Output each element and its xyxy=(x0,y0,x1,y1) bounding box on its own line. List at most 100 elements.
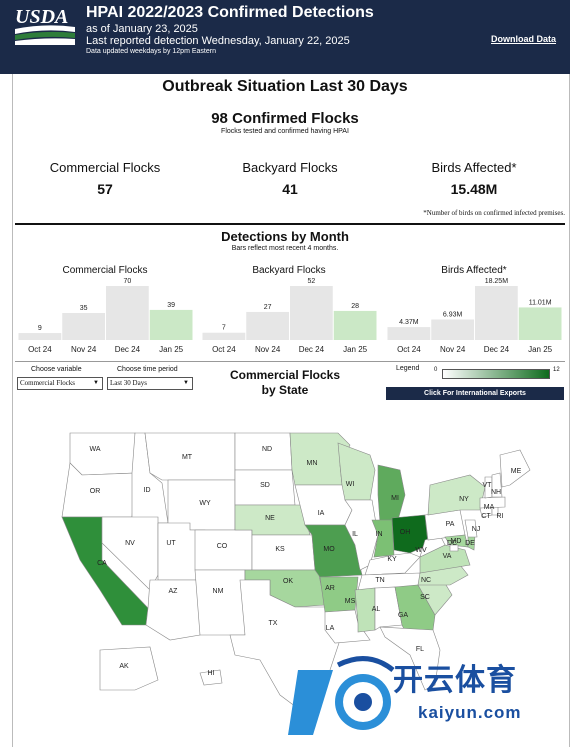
kpi-birds-value: 15.48M xyxy=(450,181,498,197)
state-label-ak: AK xyxy=(119,663,129,670)
state-fl[interactable] xyxy=(379,626,441,691)
state-label-sd: SD xyxy=(260,482,270,489)
state-label-me: ME xyxy=(511,468,522,475)
state-label-ri: RI xyxy=(497,513,504,520)
map-title-line2: by State xyxy=(261,383,309,397)
chart-category-label: Dec 24 xyxy=(299,345,325,354)
state-label-mo: MO xyxy=(323,546,335,553)
state-label-pa: PA xyxy=(446,521,455,528)
variable-label: Choose variable xyxy=(31,366,82,373)
map-title-line1: Commercial Flocks xyxy=(229,368,341,382)
state-label-in: IN xyxy=(376,531,383,538)
chart-birds-svg: 4.37M Oct 24 6.93M Nov 24 18.25M Dec 24 11.01M… xyxy=(387,278,562,354)
kpi-birds-label: Birds Affected* xyxy=(431,160,517,175)
chart-birds-title: Birds Affected* xyxy=(441,265,507,276)
chart-value-label: 4.37M xyxy=(399,319,419,326)
state-label-wv: WV xyxy=(415,547,427,554)
state-label-ne: NE xyxy=(265,515,275,522)
state-label-ok: OK xyxy=(283,578,293,585)
state-wi[interactable] xyxy=(337,442,376,501)
state-label-ks: KS xyxy=(275,546,285,553)
legend-label: Legend xyxy=(396,365,420,372)
chart-bar xyxy=(431,319,474,340)
state-dc[interactable] xyxy=(449,544,459,552)
state-me[interactable] xyxy=(499,449,531,488)
chart-value-label: 52 xyxy=(307,278,315,285)
kpi-commercial-label: Commercial Flocks xyxy=(49,160,161,175)
state-il[interactable] xyxy=(344,499,379,571)
chart-bar xyxy=(475,286,518,340)
chart-bar xyxy=(387,327,431,340)
state-label-nd: ND xyxy=(262,446,272,453)
chart-value-label: 39 xyxy=(167,302,175,309)
controls-divider xyxy=(15,361,565,362)
state-ms[interactable] xyxy=(354,587,376,633)
state-nj[interactable] xyxy=(464,519,478,538)
chart-bar xyxy=(62,313,105,340)
state-label-al: AL xyxy=(372,606,381,613)
state-label-nj: NJ xyxy=(472,526,481,533)
state-mi[interactable] xyxy=(377,464,406,524)
chart-backyard-title: Backyard Flocks xyxy=(252,265,326,276)
chart-category-label: Jan 25 xyxy=(159,345,184,354)
period-select[interactable]: Last 30 Days ▼ xyxy=(107,377,193,390)
chevron-down-icon: ▼ xyxy=(93,380,99,386)
state-label-fl: FL xyxy=(416,646,424,653)
state-label-mt: MT xyxy=(182,454,193,461)
chart-value-label: 70 xyxy=(123,278,131,285)
legend-max: 12 xyxy=(553,367,560,373)
state-label-wa: WA xyxy=(89,446,100,453)
watermark-logo xyxy=(288,656,395,735)
period-label: Choose time period xyxy=(117,366,178,373)
usda-logo-text: USDA xyxy=(15,6,68,28)
state-label-nm: NM xyxy=(213,588,224,595)
chart-backyard-svg: 7 Oct 24 27 Nov 24 52 Dec 24 28 Jan 25 xyxy=(202,278,377,354)
state-label-id: ID xyxy=(144,487,151,494)
state-label-oh: OH xyxy=(400,529,411,536)
chart-value-label: 7 xyxy=(222,325,226,332)
state-label-hi: HI xyxy=(208,670,215,677)
chart-category-label: Oct 24 xyxy=(28,345,52,354)
state-label-ct: CT xyxy=(481,513,491,520)
state-ar[interactable] xyxy=(319,576,359,613)
state-in[interactable] xyxy=(371,519,395,558)
state-label-ga: GA xyxy=(398,612,408,619)
chart-category-label: Nov 24 xyxy=(440,345,466,354)
state-ak[interactable] xyxy=(99,646,159,691)
state-la[interactable] xyxy=(324,609,371,644)
variable-select[interactable]: Commercial Flocks ▼ xyxy=(17,377,103,390)
state-label-ar: AR xyxy=(325,585,335,592)
state-label-ut: UT xyxy=(166,540,176,547)
watermark-chinese-text: 开云体育 xyxy=(393,664,517,697)
chart-bar xyxy=(202,332,246,340)
state-co[interactable] xyxy=(194,529,253,571)
state-label-va: VA xyxy=(443,553,452,560)
map-title: Commercial Flocks by State xyxy=(0,368,570,398)
state-nm[interactable] xyxy=(194,569,246,636)
state-wa[interactable] xyxy=(69,432,136,476)
chart-bar xyxy=(149,309,193,340)
state-label-nh: NH xyxy=(491,489,501,496)
state-ny[interactable] xyxy=(427,474,486,516)
download-data-link[interactable]: Download Data xyxy=(491,34,557,44)
state-label-de: DE xyxy=(465,540,475,547)
state-hi[interactable] xyxy=(199,669,223,686)
chart-value-label: 35 xyxy=(80,305,88,312)
state-label-az: AZ xyxy=(169,588,179,595)
chart-birds: 4.37M Oct 24 6.93M Nov 24 18.25M Dec 24 11.01M… xyxy=(387,278,562,358)
state-ma[interactable] xyxy=(479,496,506,509)
state-label-or: OR xyxy=(90,488,101,495)
update-note: Data updated weekdays by 12pm Eastern xyxy=(86,48,216,55)
kpi-backyard-label: Backyard Flocks xyxy=(242,160,338,175)
chart-category-label: Nov 24 xyxy=(71,345,97,354)
chart-bar xyxy=(333,310,377,340)
state-label-wi: WI xyxy=(346,481,355,488)
state-oh[interactable] xyxy=(391,514,429,554)
state-al[interactable] xyxy=(374,586,403,631)
international-exports-button[interactable]: Click For International Exports xyxy=(386,387,564,400)
state-nh[interactable] xyxy=(491,472,503,498)
state-label-nc: NC xyxy=(421,577,431,584)
section-divider xyxy=(15,223,565,225)
chart-commercial: 9 Oct 24 35 Nov 24 70 Dec 24 39 Jan 25 xyxy=(18,278,193,358)
chart-bar xyxy=(106,286,149,340)
